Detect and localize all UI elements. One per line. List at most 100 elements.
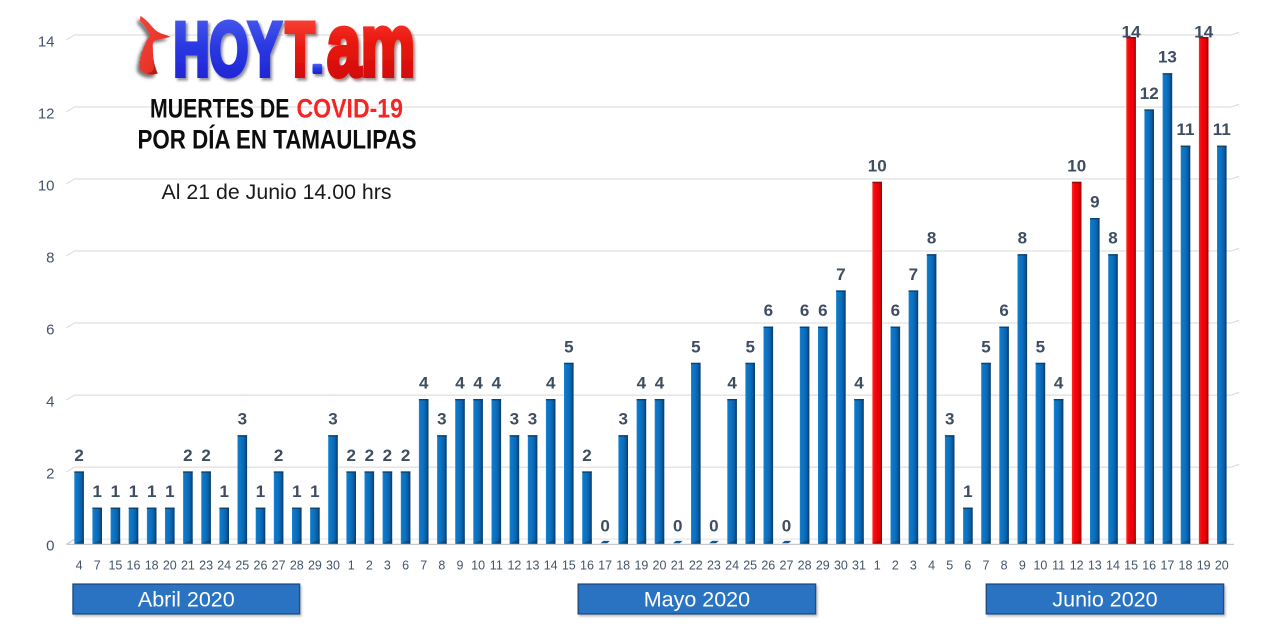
svg-text:1: 1 [129,482,138,501]
svg-text:24: 24 [725,559,739,573]
svg-text:9: 9 [457,559,464,573]
svg-text:15: 15 [562,559,576,573]
svg-text:Mayo 2020: Mayo 2020 [644,587,750,611]
svg-text:13: 13 [1088,559,1102,573]
svg-text:6: 6 [891,301,900,320]
svg-text:1: 1 [147,482,156,501]
svg-text:1: 1 [963,482,972,501]
svg-text:14: 14 [544,559,558,573]
svg-text:10: 10 [1067,156,1086,175]
svg-text:19: 19 [1197,559,1211,573]
svg-text:10: 10 [1033,559,1047,573]
svg-text:18: 18 [1179,559,1193,573]
svg-text:12: 12 [1070,559,1084,573]
svg-text:4: 4 [854,374,864,393]
svg-text:1: 1 [219,482,228,501]
svg-text:3: 3 [528,410,537,429]
svg-text:4: 4 [637,374,647,393]
svg-text:2: 2 [892,559,899,573]
svg-text:2: 2 [201,446,210,465]
svg-text:25: 25 [235,559,249,573]
svg-text:5: 5 [981,337,990,356]
svg-text:1: 1 [165,482,174,501]
svg-text:16: 16 [1142,559,1156,573]
svg-text:13: 13 [526,559,540,573]
svg-text:4: 4 [928,559,935,573]
svg-text:27: 27 [272,559,286,573]
svg-text:1: 1 [256,482,265,501]
svg-text:10: 10 [868,156,887,175]
svg-text:13: 13 [1158,48,1177,67]
svg-text:20: 20 [163,559,177,573]
svg-text:12: 12 [1140,84,1159,103]
svg-text:28: 28 [290,559,304,573]
svg-text:12: 12 [38,106,55,123]
svg-text:14: 14 [1122,23,1141,42]
svg-text:23: 23 [707,559,721,573]
svg-text:2: 2 [582,446,591,465]
svg-text:POR DÍA EN TAMAULIPAS: POR DÍA EN TAMAULIPAS [138,124,417,155]
svg-text:22: 22 [689,559,703,573]
svg-text:T: T [286,8,315,93]
svg-text:29: 29 [308,559,322,573]
svg-text:6: 6 [46,322,54,339]
svg-text:16: 16 [127,559,141,573]
svg-text:4: 4 [473,374,483,393]
svg-text:3: 3 [618,410,627,429]
svg-text:2: 2 [401,446,410,465]
svg-text:8: 8 [438,559,445,573]
svg-text:30: 30 [834,559,848,573]
svg-text:1: 1 [292,482,301,501]
svg-text:0: 0 [709,517,718,536]
svg-text:4: 4 [46,394,54,411]
svg-text:16: 16 [580,559,594,573]
svg-text:7: 7 [420,559,427,573]
svg-text:0: 0 [46,538,54,555]
svg-text:29: 29 [816,559,830,573]
svg-text:23: 23 [199,559,213,573]
svg-text:0: 0 [600,517,609,536]
svg-text:15: 15 [1124,559,1138,573]
svg-text:1: 1 [111,482,120,501]
svg-text:7: 7 [836,265,845,284]
svg-text:10: 10 [471,559,485,573]
svg-text:3: 3 [238,410,247,429]
svg-text:9: 9 [1090,193,1099,212]
svg-text:3: 3 [328,410,337,429]
svg-text:MUERTES DE: MUERTES DE [150,94,290,124]
svg-text:4: 4 [76,559,83,573]
svg-text:3: 3 [437,410,446,429]
svg-text:3: 3 [510,410,519,429]
svg-text:15: 15 [108,559,122,573]
svg-text:COVID-19: COVID-19 [297,94,404,124]
svg-text:5: 5 [946,559,953,573]
svg-text:11: 11 [1052,559,1065,573]
svg-text:1: 1 [310,482,319,501]
svg-text:6: 6 [764,301,773,320]
svg-text:2: 2 [274,446,283,465]
svg-text:14: 14 [1194,23,1213,42]
svg-text:HOY: HOY [174,8,282,93]
svg-text:6: 6 [402,559,409,573]
svg-text:6: 6 [999,301,1008,320]
svg-text:4: 4 [419,374,429,393]
svg-text:2: 2 [46,466,54,483]
svg-text:17: 17 [1160,559,1174,573]
svg-text:4: 4 [455,374,465,393]
svg-text:7: 7 [983,559,990,573]
svg-text:11: 11 [1213,120,1231,139]
svg-text:Al 21 de Junio 14.00 hrs: Al 21 de Junio 14.00 hrs [162,181,392,204]
svg-text:24: 24 [217,559,231,573]
svg-text:27: 27 [780,559,794,573]
svg-text:Junio 2020: Junio 2020 [1052,587,1157,611]
svg-text:2: 2 [383,446,392,465]
svg-text:3: 3 [910,559,917,573]
svg-text:2: 2 [365,446,374,465]
svg-text:11: 11 [1177,120,1195,139]
svg-text:11: 11 [490,559,503,573]
svg-text:18: 18 [616,559,630,573]
svg-text:5: 5 [1036,337,1045,356]
svg-text:25: 25 [743,559,757,573]
svg-text:4: 4 [546,374,556,393]
svg-text:1: 1 [348,559,355,573]
